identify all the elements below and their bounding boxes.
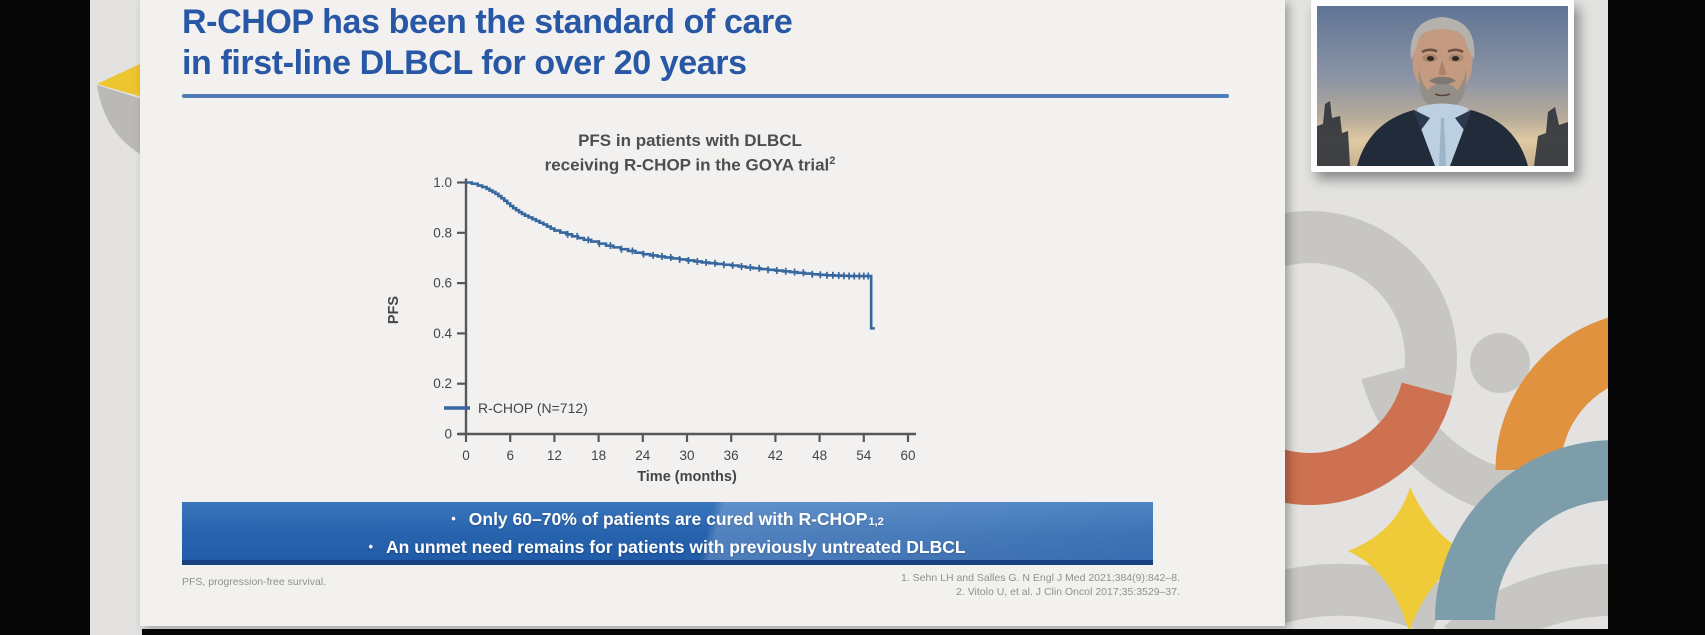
x-tick-label: 48 (812, 448, 827, 463)
km-curve (466, 181, 875, 330)
key-message-banner: • Only 60–70% of patients are cured with… (182, 502, 1153, 565)
speaker-video-frame (1317, 6, 1568, 166)
banner-bullet-1: • Only 60–70% of patients are cured with… (182, 507, 1153, 535)
title-divider-rule (182, 94, 1229, 98)
decor-swoosh (1361, 366, 1519, 517)
y-tick-label: 0.6 (433, 276, 452, 291)
x-tick-label: 12 (547, 448, 562, 463)
letterbox-bar-bottom (142, 629, 1608, 635)
bullet-icon: • (451, 511, 456, 526)
letterbox-bar-right (1608, 0, 1705, 635)
decor-yellow-triangle (97, 63, 142, 97)
x-tick-label: 54 (856, 448, 872, 463)
chart-title-line1: PFS in patients with DLBCL (578, 131, 802, 150)
letterbox-bar-left (0, 0, 90, 635)
km-chart: 0 0.2 0.4 0.6 0.8 1.0 0 6 12 18 24 30 36 42 48 54 60 Time… (386, 175, 917, 485)
x-tick-label: 36 (724, 448, 739, 463)
slide-title: R-CHOP has been the standard of care in … (182, 2, 1182, 84)
decor-gold-arc (1495, 317, 1608, 472)
x-tick-label: 0 (462, 448, 470, 463)
legend-label: R-CHOP (N=712) (478, 400, 588, 416)
banner-bullet-1-text: Only 60–70% of patients are cured with R… (468, 509, 868, 529)
reference-1: 1. Sehn LH and Salles G. N Engl J Med 20… (900, 572, 1180, 584)
decor-left-graphic (97, 63, 142, 155)
x-tick-label: 60 (900, 448, 915, 463)
speaker-webcam-tile[interactable] (1311, 0, 1574, 172)
presentation-slide: R-CHOP has been the standard of care in … (140, 0, 1285, 626)
x-axis-title: Time (months) (637, 469, 737, 485)
decor-gray-wedge (97, 85, 142, 155)
x-tick-label: 24 (635, 448, 651, 463)
y-tick-label: 0.2 (433, 376, 452, 391)
chart-title-line2: receiving R-CHOP in the GOYA trial2 (544, 155, 836, 175)
speaker-avatar (1357, 17, 1528, 166)
slide-title-line1: R-CHOP has been the standard of care (182, 3, 793, 41)
reference-2: 2. Vitolo U, et al. J Clin Oncol 2017;35… (956, 585, 1180, 598)
decor-arc-bottom-right (1443, 564, 1608, 629)
y-tick-label: 0.8 (433, 225, 452, 240)
decor-ring-orange-segment (1285, 381, 1453, 505)
y-tick-label: 0.4 (433, 326, 452, 341)
bullet-icon: • (368, 539, 374, 554)
chart-title-superscript: 2 (829, 155, 836, 167)
y-tick-label: 0 (444, 427, 452, 442)
x-tick-label: 30 (679, 448, 694, 463)
skyline-silhouette-left (1317, 101, 1350, 166)
decor-small-circle (1470, 333, 1530, 393)
km-chart-area: PFS in patients with DLBCL receiving R-C… (370, 130, 940, 502)
banner-bullet-2: • An unmet need remains for patients wit… (182, 535, 1153, 560)
banner-bullet-2-text: An unmet need remains for patients with … (386, 537, 966, 557)
y-tick-label: 1.0 (433, 175, 452, 190)
references: 1. Sehn LH and Salles G. N Engl J Med 20… (901, 572, 1180, 599)
decor-yellow-star (1348, 487, 1475, 629)
decor-slate-arc (1435, 440, 1608, 621)
slide-title-line2: in first-line DLBCL for over 20 years (182, 44, 747, 82)
x-tick-label: 18 (591, 448, 606, 463)
skyline-silhouette-right (1534, 107, 1568, 166)
banner-bullet-1-superscript: 1,2 (868, 516, 884, 528)
x-tick-label: 42 (768, 448, 783, 463)
chart-title: PFS in patients with DLBCL receiving R-C… (480, 130, 900, 176)
abbreviation-footnote: PFS, progression-free survival. (182, 576, 327, 588)
y-axis-title: PFS (386, 296, 402, 325)
x-tick-label: 6 (506, 448, 514, 463)
